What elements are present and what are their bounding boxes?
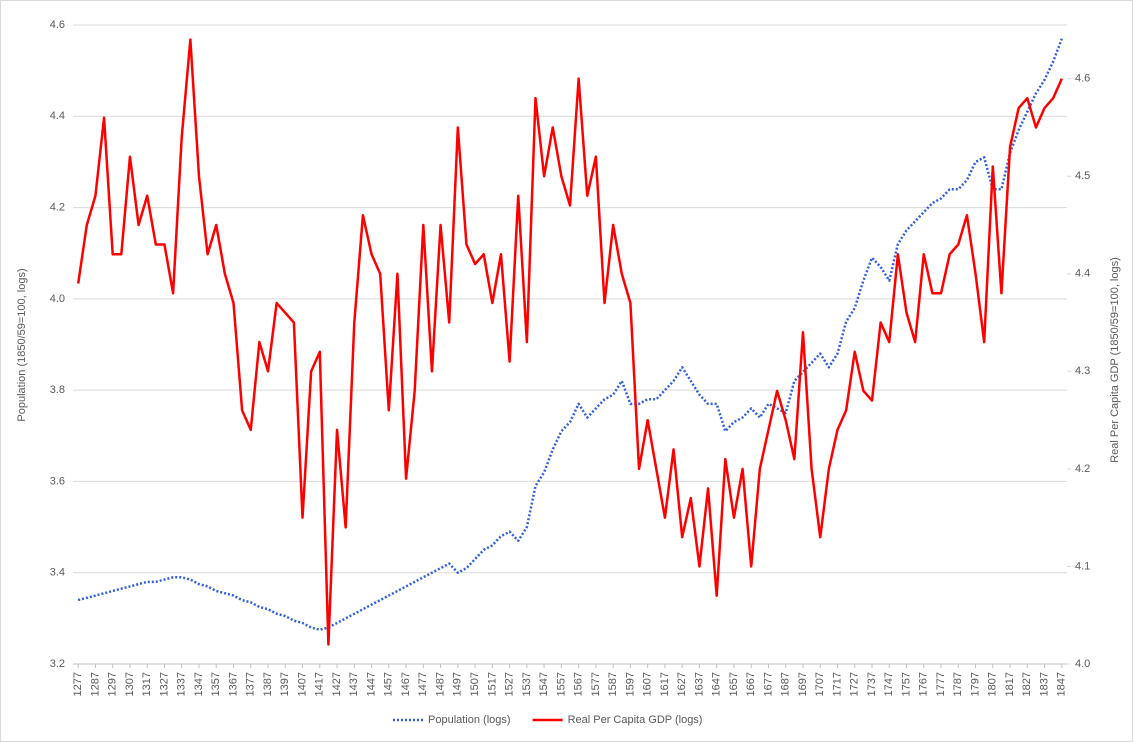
x-tick-label: 1687 xyxy=(780,672,792,696)
x-tick-label: 1787 xyxy=(952,672,964,696)
x-tick-label: 1507 xyxy=(469,672,481,696)
x-tick-label: 1667 xyxy=(745,672,757,696)
x-tick-label: 1497 xyxy=(452,672,464,696)
x-tick-label: 1567 xyxy=(573,672,585,696)
y2-tick-label: 4.4 xyxy=(1075,268,1090,280)
x-tick-label: 1587 xyxy=(607,672,619,696)
x-tick-label: 1697 xyxy=(797,672,809,696)
y-tick-label: 3.8 xyxy=(50,384,65,396)
x-tick-label: 1817 xyxy=(1004,672,1016,696)
x-tick-label: 1777 xyxy=(935,672,947,696)
x-tick-label: 1397 xyxy=(279,672,291,696)
x-tick-label: 1637 xyxy=(693,672,705,696)
legend-label: Real Per Capita GDP (logs) xyxy=(568,714,703,726)
x-tick-label: 1447 xyxy=(365,672,377,696)
x-tick-label: 1767 xyxy=(918,672,930,696)
y-tick-label: 4.0 xyxy=(50,293,65,305)
x-tick-label: 1597 xyxy=(624,672,636,696)
x-tick-label: 1647 xyxy=(711,672,723,696)
x-tick-label: 1837 xyxy=(1038,672,1050,696)
series-line xyxy=(76,38,1063,646)
x-tick-label: 1627 xyxy=(676,672,688,696)
y-axis-label: Population (1850/59=100, logs) xyxy=(16,268,28,421)
x-tick-label: 1717 xyxy=(831,672,843,696)
x-tick-label: 1437 xyxy=(348,672,360,696)
y-tick-label: 3.4 xyxy=(50,567,65,579)
x-tick-label: 1327 xyxy=(158,672,170,696)
x-tick-label: 1477 xyxy=(417,672,429,696)
x-tick-label: 1547 xyxy=(538,672,550,696)
x-tick-label: 1677 xyxy=(762,672,774,696)
x-tick-label: 1277 xyxy=(72,672,84,696)
x-tick-label: 1527 xyxy=(504,672,516,696)
y-tick-label: 4.2 xyxy=(50,201,65,213)
x-tick-label: 1417 xyxy=(314,672,326,696)
y2-axis-label: Real Per Capita GDP (1850/59=100, logs) xyxy=(1109,257,1121,463)
x-tick-label: 1557 xyxy=(555,672,567,696)
y-tick-label: 4.4 xyxy=(50,110,65,122)
x-tick-label: 1297 xyxy=(107,672,119,696)
x-tick-label: 1847 xyxy=(1056,672,1068,696)
x-tick-label: 1307 xyxy=(124,672,136,696)
x-tick-label: 1377 xyxy=(245,672,257,696)
y2-tick-label: 4.1 xyxy=(1075,560,1090,572)
x-tick-label: 1577 xyxy=(590,672,602,696)
y2-tick-label: 4.6 xyxy=(1075,73,1090,85)
x-tick-label: 1807 xyxy=(987,672,999,696)
x-tick-label: 1357 xyxy=(210,672,222,696)
x-tick-label: 1407 xyxy=(296,672,308,696)
x-tick-label: 1517 xyxy=(486,672,498,696)
x-tick-label: 1347 xyxy=(193,672,205,696)
x-tick-label: 1757 xyxy=(900,672,912,696)
x-tick-label: 1707 xyxy=(814,672,826,696)
x-tick-label: 1427 xyxy=(331,672,343,696)
x-tick-label: 1827 xyxy=(1021,672,1033,696)
x-tick-label: 1317 xyxy=(141,672,153,696)
x-tick-label: 1457 xyxy=(383,672,395,696)
y2-tick-label: 4.3 xyxy=(1075,365,1090,377)
x-tick-label: 1387 xyxy=(262,672,274,696)
x-tick-label: 1487 xyxy=(434,672,446,696)
x-tick-label: 1797 xyxy=(969,672,981,696)
x-tick-label: 1617 xyxy=(659,672,671,696)
series-line xyxy=(77,38,1063,632)
y2-tick-label: 4.2 xyxy=(1075,463,1090,475)
x-tick-label: 1467 xyxy=(400,672,412,696)
x-tick-label: 1537 xyxy=(521,672,533,696)
x-tick-label: 1727 xyxy=(849,672,861,696)
legend-label: Population (logs) xyxy=(428,714,511,726)
x-tick-label: 1657 xyxy=(728,672,740,696)
x-tick-label: 1747 xyxy=(883,672,895,696)
x-tick-label: 1607 xyxy=(642,672,654,696)
x-tick-label: 1367 xyxy=(227,672,239,696)
x-tick-label: 1287 xyxy=(89,672,101,696)
y2-tick-label: 4.0 xyxy=(1075,658,1090,670)
y-tick-label: 3.6 xyxy=(50,475,65,487)
y-tick-label: 4.6 xyxy=(50,19,65,31)
x-tick-label: 1337 xyxy=(176,672,188,696)
y2-tick-label: 4.5 xyxy=(1075,170,1090,182)
x-tick-label: 1737 xyxy=(866,672,878,696)
y-tick-label: 3.2 xyxy=(50,658,65,670)
